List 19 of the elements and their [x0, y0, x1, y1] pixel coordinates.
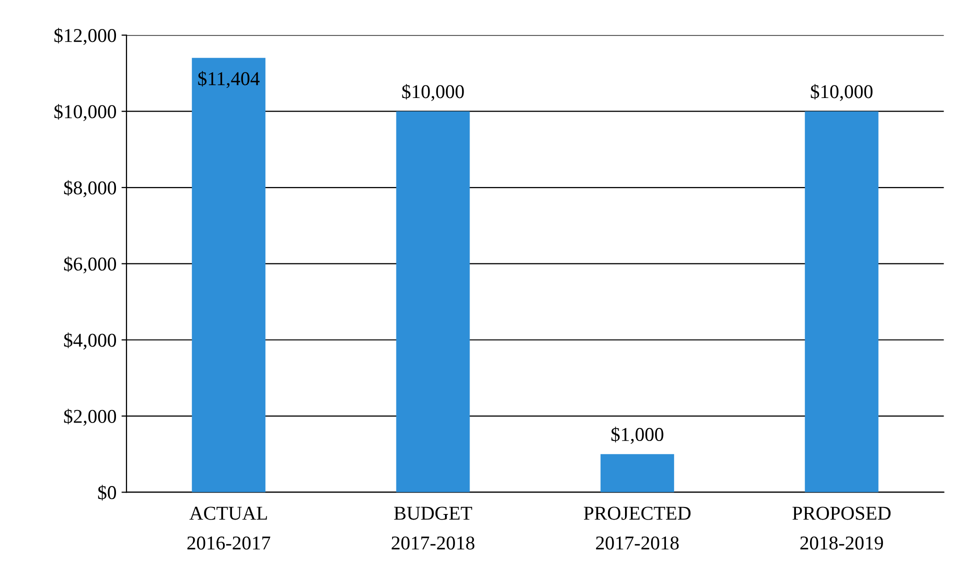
data-label: $1,000 [611, 426, 664, 444]
x-tick-label: PROPOSED 2018-2019 [792, 506, 891, 550]
y-tick-label: $4,000 [64, 332, 116, 350]
data-label: $10,000 [810, 84, 872, 102]
data-label: $11,404 [198, 70, 260, 88]
y-tick-label: $2,000 [64, 408, 116, 426]
y-tick-label: $12,000 [54, 28, 116, 45]
bar [192, 58, 266, 492]
data-label: $10,000 [402, 84, 464, 102]
y-tick-label: $0 [98, 484, 116, 500]
bar [396, 111, 470, 492]
x-tick-label: PROJECTED 2017-2018 [584, 506, 691, 550]
y-tick-label: $10,000 [54, 104, 116, 122]
x-tick-label: ACTUAL 2016-2017 [187, 506, 270, 550]
x-tick-label: BUDGET 2017-2018 [392, 506, 474, 550]
bar [600, 454, 674, 492]
y-tick-label: $8,000 [64, 180, 116, 198]
bar [804, 111, 878, 492]
y-tick-label: $6,000 [64, 256, 116, 274]
